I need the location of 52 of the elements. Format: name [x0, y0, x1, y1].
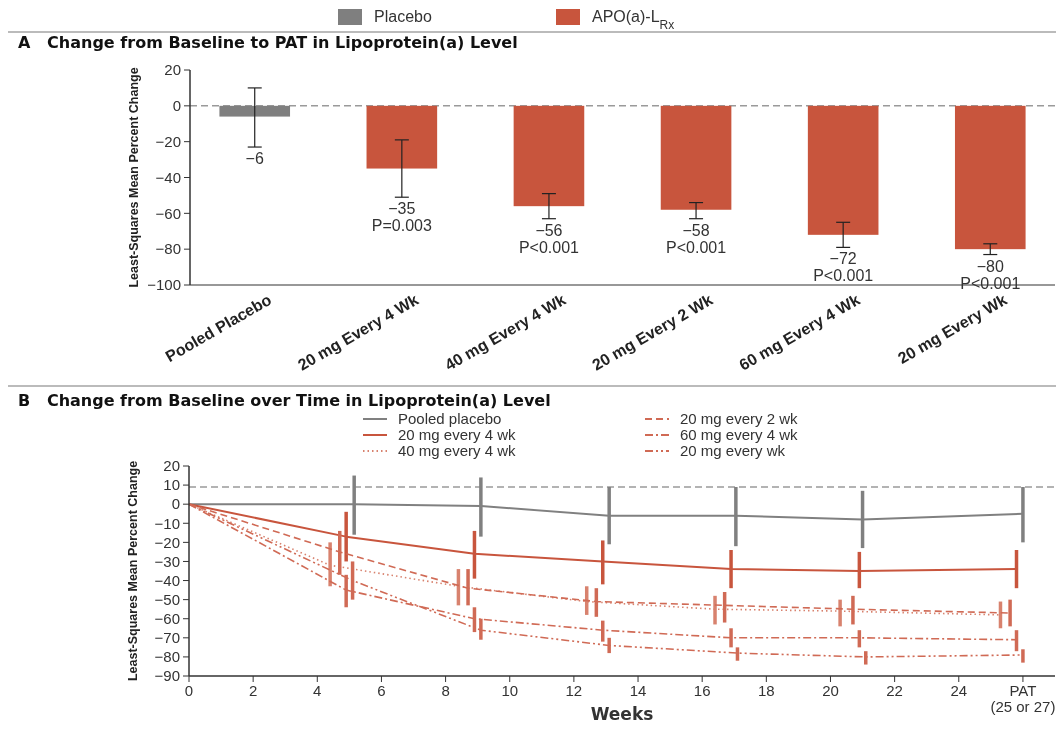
y-tick-label: −20: [154, 533, 180, 551]
x-tick-label: 22: [886, 682, 903, 699]
legend-label: 60 mg every 4 wk: [680, 426, 799, 443]
y-tick-label: −50: [154, 590, 180, 608]
y-tick-label: −20: [155, 132, 181, 150]
legend-label: Pooled placebo: [398, 410, 502, 427]
x-tick-label: 18: [757, 682, 775, 699]
x-tick-label: 14: [629, 682, 647, 699]
chart-title: B Change from Baseline over Time in Lipoprotein(a) Level: [18, 391, 551, 410]
legend-label: APO(a)-L$_{Rx}$: [592, 8, 675, 32]
x-tick-label: 8: [441, 682, 450, 699]
x-tick-label: 12: [565, 682, 583, 699]
y-tick-label: 0: [171, 495, 180, 513]
x-tick-label: 2: [248, 682, 258, 699]
x-tick-label: 24: [950, 682, 968, 699]
y-tick-label: −60: [155, 204, 181, 222]
x-tick-label: 4: [313, 682, 322, 699]
y-axis-title: Least-Squares Mean Percent Change: [127, 67, 141, 288]
x-tick-label: PAT (25 or 27): [990, 682, 1056, 715]
y-tick-label: −100: [147, 276, 181, 294]
x-axis-title: Weeks: [590, 704, 654, 724]
data-label: −56 P<0.001: [518, 221, 580, 256]
legend-label: 20 mg every 2 wk: [680, 410, 799, 427]
y-tick-label: 10: [163, 476, 180, 494]
y-tick-label: −80: [154, 648, 180, 666]
y-tick-label: −90: [154, 667, 180, 685]
y-tick-label: 0: [172, 97, 181, 115]
y-tick-label: −40: [155, 168, 181, 186]
y-axis-title: Least-Squares Mean Percent Change: [126, 460, 140, 682]
legend-label: Placebo: [374, 8, 432, 25]
y-tick-label: 20: [163, 457, 180, 475]
y-tick-label: −70: [154, 629, 180, 647]
y-tick-label: −30: [154, 552, 180, 570]
y-tick-label: −10: [154, 514, 180, 532]
y-tick-label: −80: [155, 240, 181, 258]
x-tick-label: 16: [693, 682, 711, 699]
x-tick-label: 0: [184, 682, 194, 699]
data-label: −58 P<0.001: [666, 221, 727, 256]
chart-title: A Change from Baseline to PAT in Lipoprotein(a) Level: [18, 33, 518, 52]
x-tick-label: 6: [377, 682, 386, 699]
data-label: −6: [245, 150, 264, 168]
legend-label: 20 mg every 4 wk: [398, 426, 517, 443]
data-label: −35 P=0.003: [371, 200, 432, 235]
legend-label: 20 mg every wk: [680, 442, 786, 459]
y-tick-label: 20: [164, 61, 181, 79]
legend-label: 40 mg every 4 wk: [398, 442, 517, 459]
x-tick-label: 20: [822, 682, 839, 699]
data-label: −72 P<0.001: [813, 250, 874, 285]
x-tick-label: 10: [501, 682, 519, 699]
y-tick-label: −40: [154, 571, 180, 589]
y-tick-label: −60: [154, 609, 180, 627]
data-label: −80 P<0.001: [960, 257, 1021, 292]
